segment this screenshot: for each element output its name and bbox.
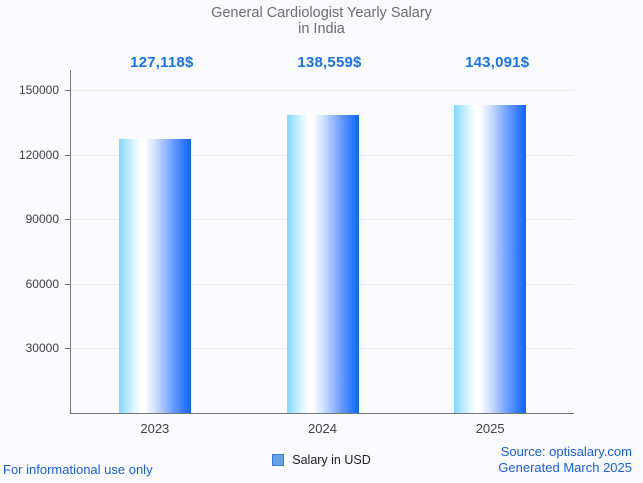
generated-date-text: Generated March 2025: [498, 459, 632, 475]
chart-title-line-2: in India: [298, 21, 345, 37]
x-tick-label: 2023: [140, 421, 170, 436]
bar-value-label: 138,559$: [297, 54, 362, 71]
bar-value-label: 127,118$: [130, 54, 194, 71]
y-tick-label: 120000: [18, 147, 59, 162]
source-attribution: Source: optisalary.com Generated March 2…: [498, 444, 632, 475]
plot-area: 30000 60000 90000 120000 150000 2023 2024 2025: [19, 70, 574, 436]
legend-swatch-icon: [272, 454, 285, 466]
salary-bar: [118, 139, 191, 413]
salary-bar: [454, 104, 527, 413]
salary-bar: [286, 114, 359, 413]
legend-label: Salary in USD: [292, 453, 371, 467]
y-tick-mark: [65, 283, 70, 285]
y-tick-label: 150000: [18, 83, 59, 97]
y-tick-mark: [65, 154, 70, 156]
legend: Salary in USD: [0, 453, 643, 467]
y-tick-label: 60000: [25, 276, 59, 291]
y-gridline: [71, 90, 574, 91]
bar-value-label: 143,091$: [465, 54, 530, 71]
y-tick-label: 30000: [25, 341, 59, 356]
y-tick-mark: [65, 348, 70, 350]
disclaimer-text: For informational use only: [3, 462, 153, 477]
x-tick-label: 2025: [475, 421, 505, 436]
y-tick-mark: [65, 90, 70, 91]
x-tick-label: 2024: [308, 421, 337, 436]
value-labels-row: 127,118$ 138,559$ 143,091$: [0, 54, 643, 74]
chart-title: General Cardiologist Yearly Salary in In…: [0, 5, 643, 37]
y-tick-label: 90000: [25, 212, 59, 227]
chart-title-line-1: General Cardiologist Yearly Salary: [211, 5, 432, 21]
source-text: Source: optisalary.com: [500, 444, 632, 459]
y-tick-mark: [65, 219, 70, 221]
